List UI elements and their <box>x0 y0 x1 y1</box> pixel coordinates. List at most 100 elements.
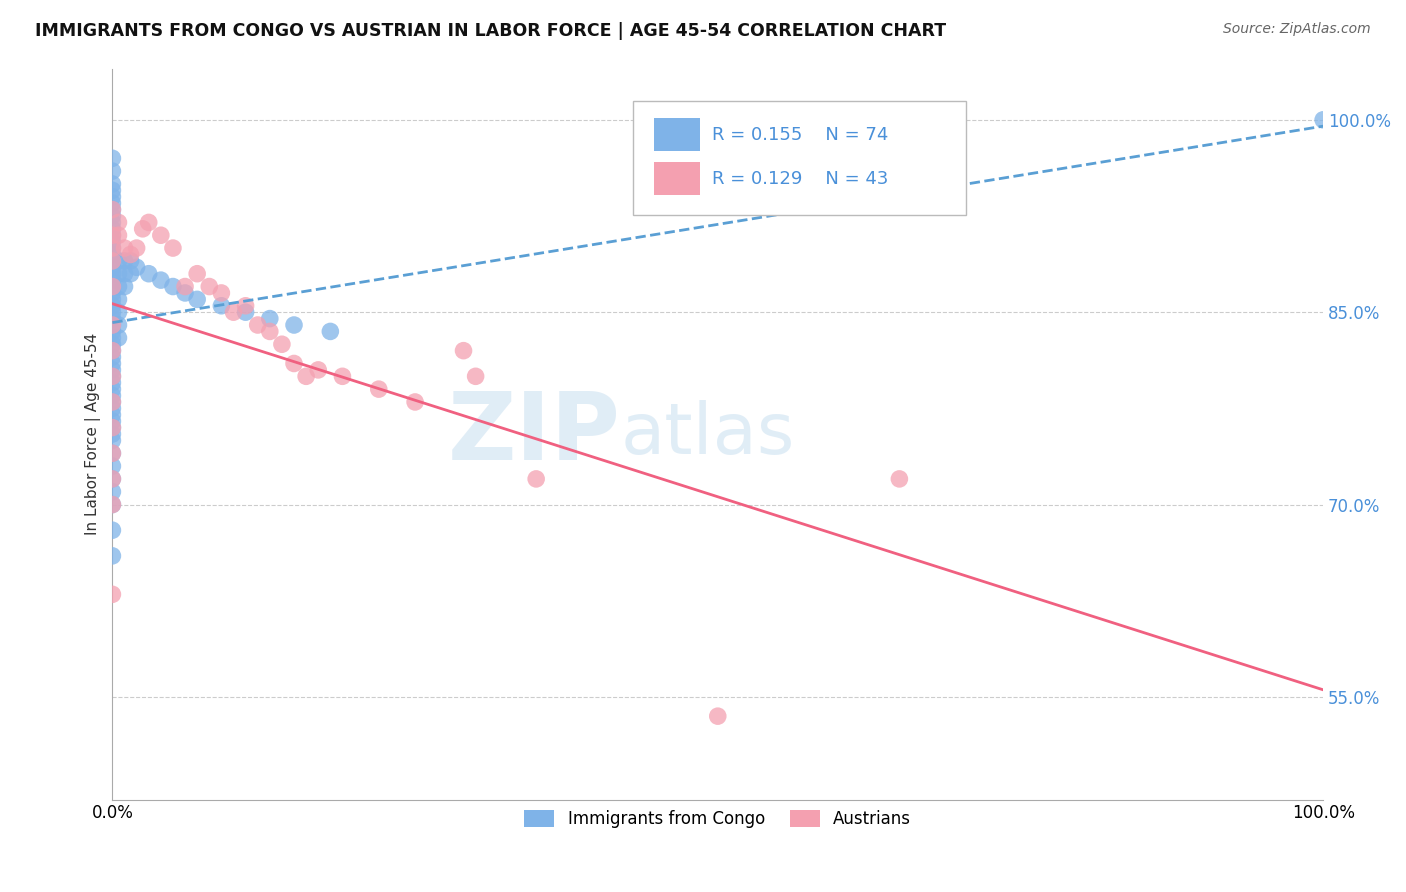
Point <box>125 260 148 275</box>
Point <box>101 209 124 223</box>
Point <box>222 305 245 319</box>
Point <box>367 382 389 396</box>
Point <box>209 285 232 300</box>
Point <box>707 709 730 723</box>
Text: R = 0.155    N = 74: R = 0.155 N = 74 <box>711 126 889 144</box>
Point <box>101 498 124 512</box>
Point <box>186 293 208 307</box>
Point <box>101 279 124 293</box>
Point <box>101 382 124 396</box>
Point <box>114 279 136 293</box>
Point <box>235 299 257 313</box>
Point <box>101 549 124 563</box>
Point <box>101 523 124 537</box>
Text: Source: ZipAtlas.com: Source: ZipAtlas.com <box>1223 22 1371 37</box>
Point <box>101 279 124 293</box>
Point <box>101 420 124 434</box>
Point <box>107 305 129 319</box>
Text: R = 0.129    N = 43: R = 0.129 N = 43 <box>711 169 889 188</box>
Point <box>283 356 305 370</box>
Point <box>101 401 124 416</box>
Point <box>114 267 136 281</box>
Point <box>120 267 142 281</box>
Point <box>101 446 124 460</box>
Point <box>101 343 124 358</box>
Point <box>101 202 124 217</box>
Point <box>101 498 124 512</box>
Point <box>101 177 124 191</box>
Legend: Immigrants from Congo, Austrians: Immigrants from Congo, Austrians <box>517 804 918 835</box>
Text: IMMIGRANTS FROM CONGO VS AUSTRIAN IN LABOR FORCE | AGE 45-54 CORRELATION CHART: IMMIGRANTS FROM CONGO VS AUSTRIAN IN LAB… <box>35 22 946 40</box>
Point <box>114 253 136 268</box>
Point <box>101 164 124 178</box>
Point <box>186 267 208 281</box>
FancyBboxPatch shape <box>633 102 966 215</box>
Point <box>209 299 232 313</box>
Point <box>125 241 148 255</box>
Point <box>138 267 160 281</box>
Point <box>101 420 124 434</box>
Point <box>101 408 124 422</box>
Point <box>120 247 142 261</box>
Point <box>101 222 124 236</box>
Point <box>101 369 124 384</box>
Point <box>101 285 124 300</box>
Point <box>101 388 124 402</box>
Point <box>101 202 124 217</box>
Point <box>107 228 129 243</box>
Y-axis label: In Labor Force | Age 45-54: In Labor Force | Age 45-54 <box>86 333 101 535</box>
Point <box>101 484 124 499</box>
Point <box>101 183 124 197</box>
Point <box>101 190 124 204</box>
Point <box>101 472 124 486</box>
Point <box>174 285 197 300</box>
Point <box>101 395 124 409</box>
Point <box>101 267 124 281</box>
Point <box>101 235 124 249</box>
Point <box>101 293 124 307</box>
Point <box>101 376 124 390</box>
Point <box>149 228 172 243</box>
Point <box>101 343 124 358</box>
Point <box>174 279 197 293</box>
Point <box>101 253 124 268</box>
Point <box>101 350 124 364</box>
Point <box>259 325 281 339</box>
Point <box>101 472 124 486</box>
Point <box>101 260 124 275</box>
Point <box>453 343 475 358</box>
Point <box>101 305 124 319</box>
Point <box>246 318 269 332</box>
Point <box>101 241 124 255</box>
Point <box>101 318 124 332</box>
Point <box>162 241 184 255</box>
Point <box>464 369 486 384</box>
Point <box>107 253 129 268</box>
Point <box>524 472 547 486</box>
Point <box>101 215 124 229</box>
Point <box>101 247 124 261</box>
Point <box>404 395 426 409</box>
Point <box>107 318 129 332</box>
Point <box>101 151 124 165</box>
Point <box>101 356 124 370</box>
Point <box>101 196 124 211</box>
Point <box>101 311 124 326</box>
Text: atlas: atlas <box>621 400 796 468</box>
Point <box>319 325 342 339</box>
Point <box>889 472 911 486</box>
Point <box>332 369 354 384</box>
Point <box>101 228 124 243</box>
Point <box>101 427 124 442</box>
Point <box>101 363 124 377</box>
Point <box>101 587 124 601</box>
Point <box>107 267 129 281</box>
Point <box>107 279 129 293</box>
Point <box>101 337 124 351</box>
Bar <box>654 119 700 151</box>
Point <box>101 228 124 243</box>
Point <box>271 337 294 351</box>
Point <box>295 369 318 384</box>
Point <box>101 318 124 332</box>
Point <box>149 273 172 287</box>
